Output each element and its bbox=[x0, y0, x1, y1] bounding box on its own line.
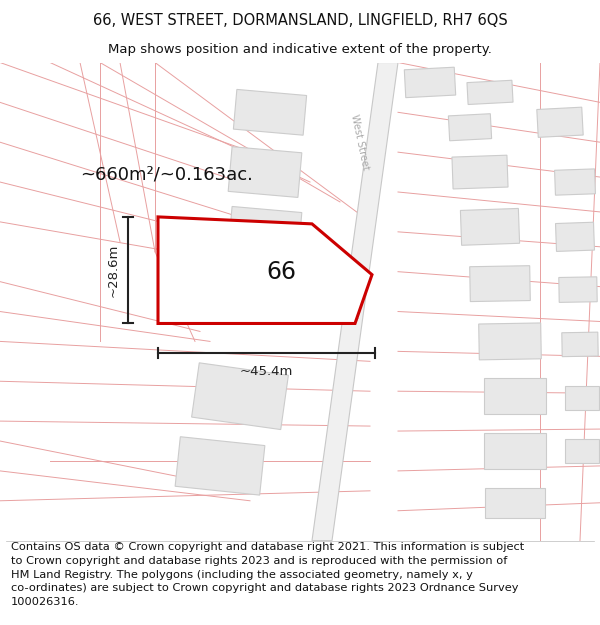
Text: Map shows position and indicative extent of the property.: Map shows position and indicative extent… bbox=[108, 42, 492, 56]
Text: ~45.4m: ~45.4m bbox=[240, 365, 293, 378]
Text: Contains OS data © Crown copyright and database right 2021. This information is : Contains OS data © Crown copyright and d… bbox=[11, 542, 524, 607]
Polygon shape bbox=[191, 363, 289, 429]
Polygon shape bbox=[556, 222, 595, 251]
Polygon shape bbox=[158, 217, 372, 324]
Polygon shape bbox=[448, 114, 491, 141]
Polygon shape bbox=[537, 107, 583, 138]
Polygon shape bbox=[312, 62, 398, 541]
Polygon shape bbox=[228, 206, 302, 258]
Text: West Street: West Street bbox=[337, 265, 359, 322]
Polygon shape bbox=[485, 488, 545, 518]
Polygon shape bbox=[470, 266, 530, 302]
Polygon shape bbox=[175, 437, 265, 495]
Text: West Street: West Street bbox=[349, 113, 371, 171]
Polygon shape bbox=[228, 147, 302, 198]
Polygon shape bbox=[565, 386, 599, 410]
Polygon shape bbox=[404, 68, 455, 98]
Polygon shape bbox=[467, 80, 513, 104]
Polygon shape bbox=[484, 378, 546, 414]
Polygon shape bbox=[452, 155, 508, 189]
Polygon shape bbox=[460, 208, 520, 245]
Text: 66: 66 bbox=[266, 261, 296, 284]
Polygon shape bbox=[233, 89, 307, 135]
Text: ~660m²/~0.163ac.: ~660m²/~0.163ac. bbox=[80, 165, 253, 183]
Polygon shape bbox=[479, 323, 541, 360]
Text: ~28.6m: ~28.6m bbox=[107, 244, 120, 297]
Polygon shape bbox=[484, 433, 546, 469]
Polygon shape bbox=[559, 277, 597, 302]
Text: 66, WEST STREET, DORMANSLAND, LINGFIELD, RH7 6QS: 66, WEST STREET, DORMANSLAND, LINGFIELD,… bbox=[92, 13, 508, 28]
Polygon shape bbox=[565, 439, 599, 463]
Polygon shape bbox=[554, 169, 595, 195]
Polygon shape bbox=[562, 332, 598, 357]
